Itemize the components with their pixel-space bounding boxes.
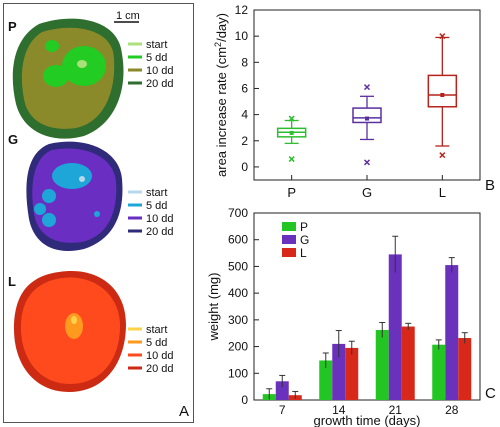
panel-letter-a: A [179, 403, 189, 420]
x-tick-label-c-3: 28 [445, 403, 459, 417]
y-tick-label-b: 2 [241, 134, 248, 148]
x-tick-label-c-1: 14 [332, 403, 346, 417]
y-axis-label-b: area increase rate (cm2/day) [213, 13, 229, 177]
legend-swatch-c-g [282, 235, 296, 244]
sample-l: L [8, 271, 126, 392]
bar-l-21 [401, 326, 415, 400]
blob-p-5dd-c [45, 40, 59, 52]
legend-label-p-1: 5 dd [146, 52, 167, 64]
bar-g-14 [332, 343, 346, 400]
blob-g-start [79, 176, 85, 182]
blob-p-5dd-b [43, 65, 69, 87]
legend-label-g-1: 5 dd [146, 200, 167, 212]
legend-swatch-c-p [282, 222, 296, 231]
sample-letter-g: G [8, 132, 18, 147]
sample-letter-p: P [8, 19, 17, 34]
y-tick-label-b: 12 [235, 3, 249, 17]
blob-l-start [71, 316, 77, 324]
panel-letter-c: C [485, 385, 496, 402]
legend-label-p-2: 10 dd [146, 65, 174, 77]
blob-g-5dd-b [42, 189, 56, 203]
sample-letter-l: L [8, 274, 16, 289]
x-axis-label-c: growth time (days) [314, 413, 421, 427]
x-tick-label-c-0: 7 [279, 403, 286, 417]
mean-marker [365, 116, 369, 121]
y-tick-label-c: 700 [228, 206, 248, 220]
y-axis-label-c: weight (mg) [206, 273, 221, 342]
scale-label: 1 cm [116, 10, 140, 22]
legend-label-c-p: P [300, 220, 308, 234]
panel-letter-b: B [485, 177, 495, 194]
blob-g-5dd-c [34, 203, 46, 215]
blob-l-5dd [65, 313, 83, 339]
box-iqr [427, 74, 458, 108]
bar-g-7 [275, 381, 289, 400]
y-tick-label-b: 0 [241, 160, 248, 174]
y-tick-label-b: 8 [241, 55, 248, 69]
legend-label-p-0: start [146, 39, 167, 51]
legend-label-c-l: L [300, 246, 307, 260]
sample-p: P [8, 18, 124, 139]
bar-l-14 [345, 347, 359, 400]
blob-g-5dd [52, 163, 92, 189]
box-iqr [352, 107, 382, 124]
y-tick-label-b: 10 [235, 29, 249, 43]
legend-label-p-3: 20 dd [146, 78, 174, 90]
legend-label-l-1: 5 dd [146, 337, 167, 349]
y-tick-label-c: 600 [228, 233, 248, 247]
blob-g-5dd-d [42, 213, 56, 227]
sample-g: G [8, 132, 123, 251]
legend-label-l-3: 20 dd [146, 363, 174, 375]
outlier-marker [439, 152, 446, 159]
y-tick-label-b: 6 [241, 81, 248, 95]
outlier-marker [363, 159, 371, 166]
bar-p-28 [432, 344, 446, 400]
blob-p-start [77, 60, 87, 68]
box-p [276, 115, 307, 163]
legend-label-g-0: start [146, 187, 167, 199]
outlier-marker [363, 84, 371, 91]
bar-p-14 [319, 360, 333, 400]
y-tick-label-c: 0 [241, 393, 248, 407]
box-l [427, 33, 458, 159]
x-tick-label-b-1: G [362, 185, 372, 200]
blob-g-5dd-e [94, 211, 100, 217]
legend-label-c-g: G [300, 233, 309, 247]
outlier-marker [439, 33, 446, 40]
box-g [352, 84, 382, 166]
legend-label-l-2: 10 dd [146, 350, 174, 362]
legend-swatch-c-l [282, 248, 296, 257]
panel-a-image: 1 cm P G L [3, 3, 194, 423]
outlier-marker [288, 115, 295, 122]
y-tick-label-c: 200 [228, 340, 248, 354]
x-tick-label-c-2: 21 [389, 403, 403, 417]
mean-marker [289, 130, 294, 135]
x-tick-label-b-2: L [439, 185, 446, 200]
y-tick-label-c: 400 [228, 286, 248, 300]
sample-images-svg: 1 cm P G L [8, 10, 189, 420]
legend-label-l-0: start [146, 324, 167, 336]
x-tick-label-b-0: P [287, 185, 296, 200]
plot-frame-c [253, 212, 481, 401]
legend-label-g-3: 20 dd [146, 226, 174, 238]
outlier-marker [288, 156, 295, 163]
legend-label-g-2: 10 dd [146, 213, 174, 225]
bar-g-28 [445, 265, 459, 400]
y-tick-label-c: 300 [228, 313, 248, 327]
bar-p-21 [375, 330, 389, 400]
y-tick-label-b: 4 [241, 108, 248, 122]
y-tick-label-c: 500 [228, 259, 248, 273]
mean-marker [440, 93, 445, 97]
bar-l-28 [458, 338, 472, 400]
bar-g-21 [388, 254, 402, 400]
y-tick-label-c: 100 [228, 366, 248, 380]
